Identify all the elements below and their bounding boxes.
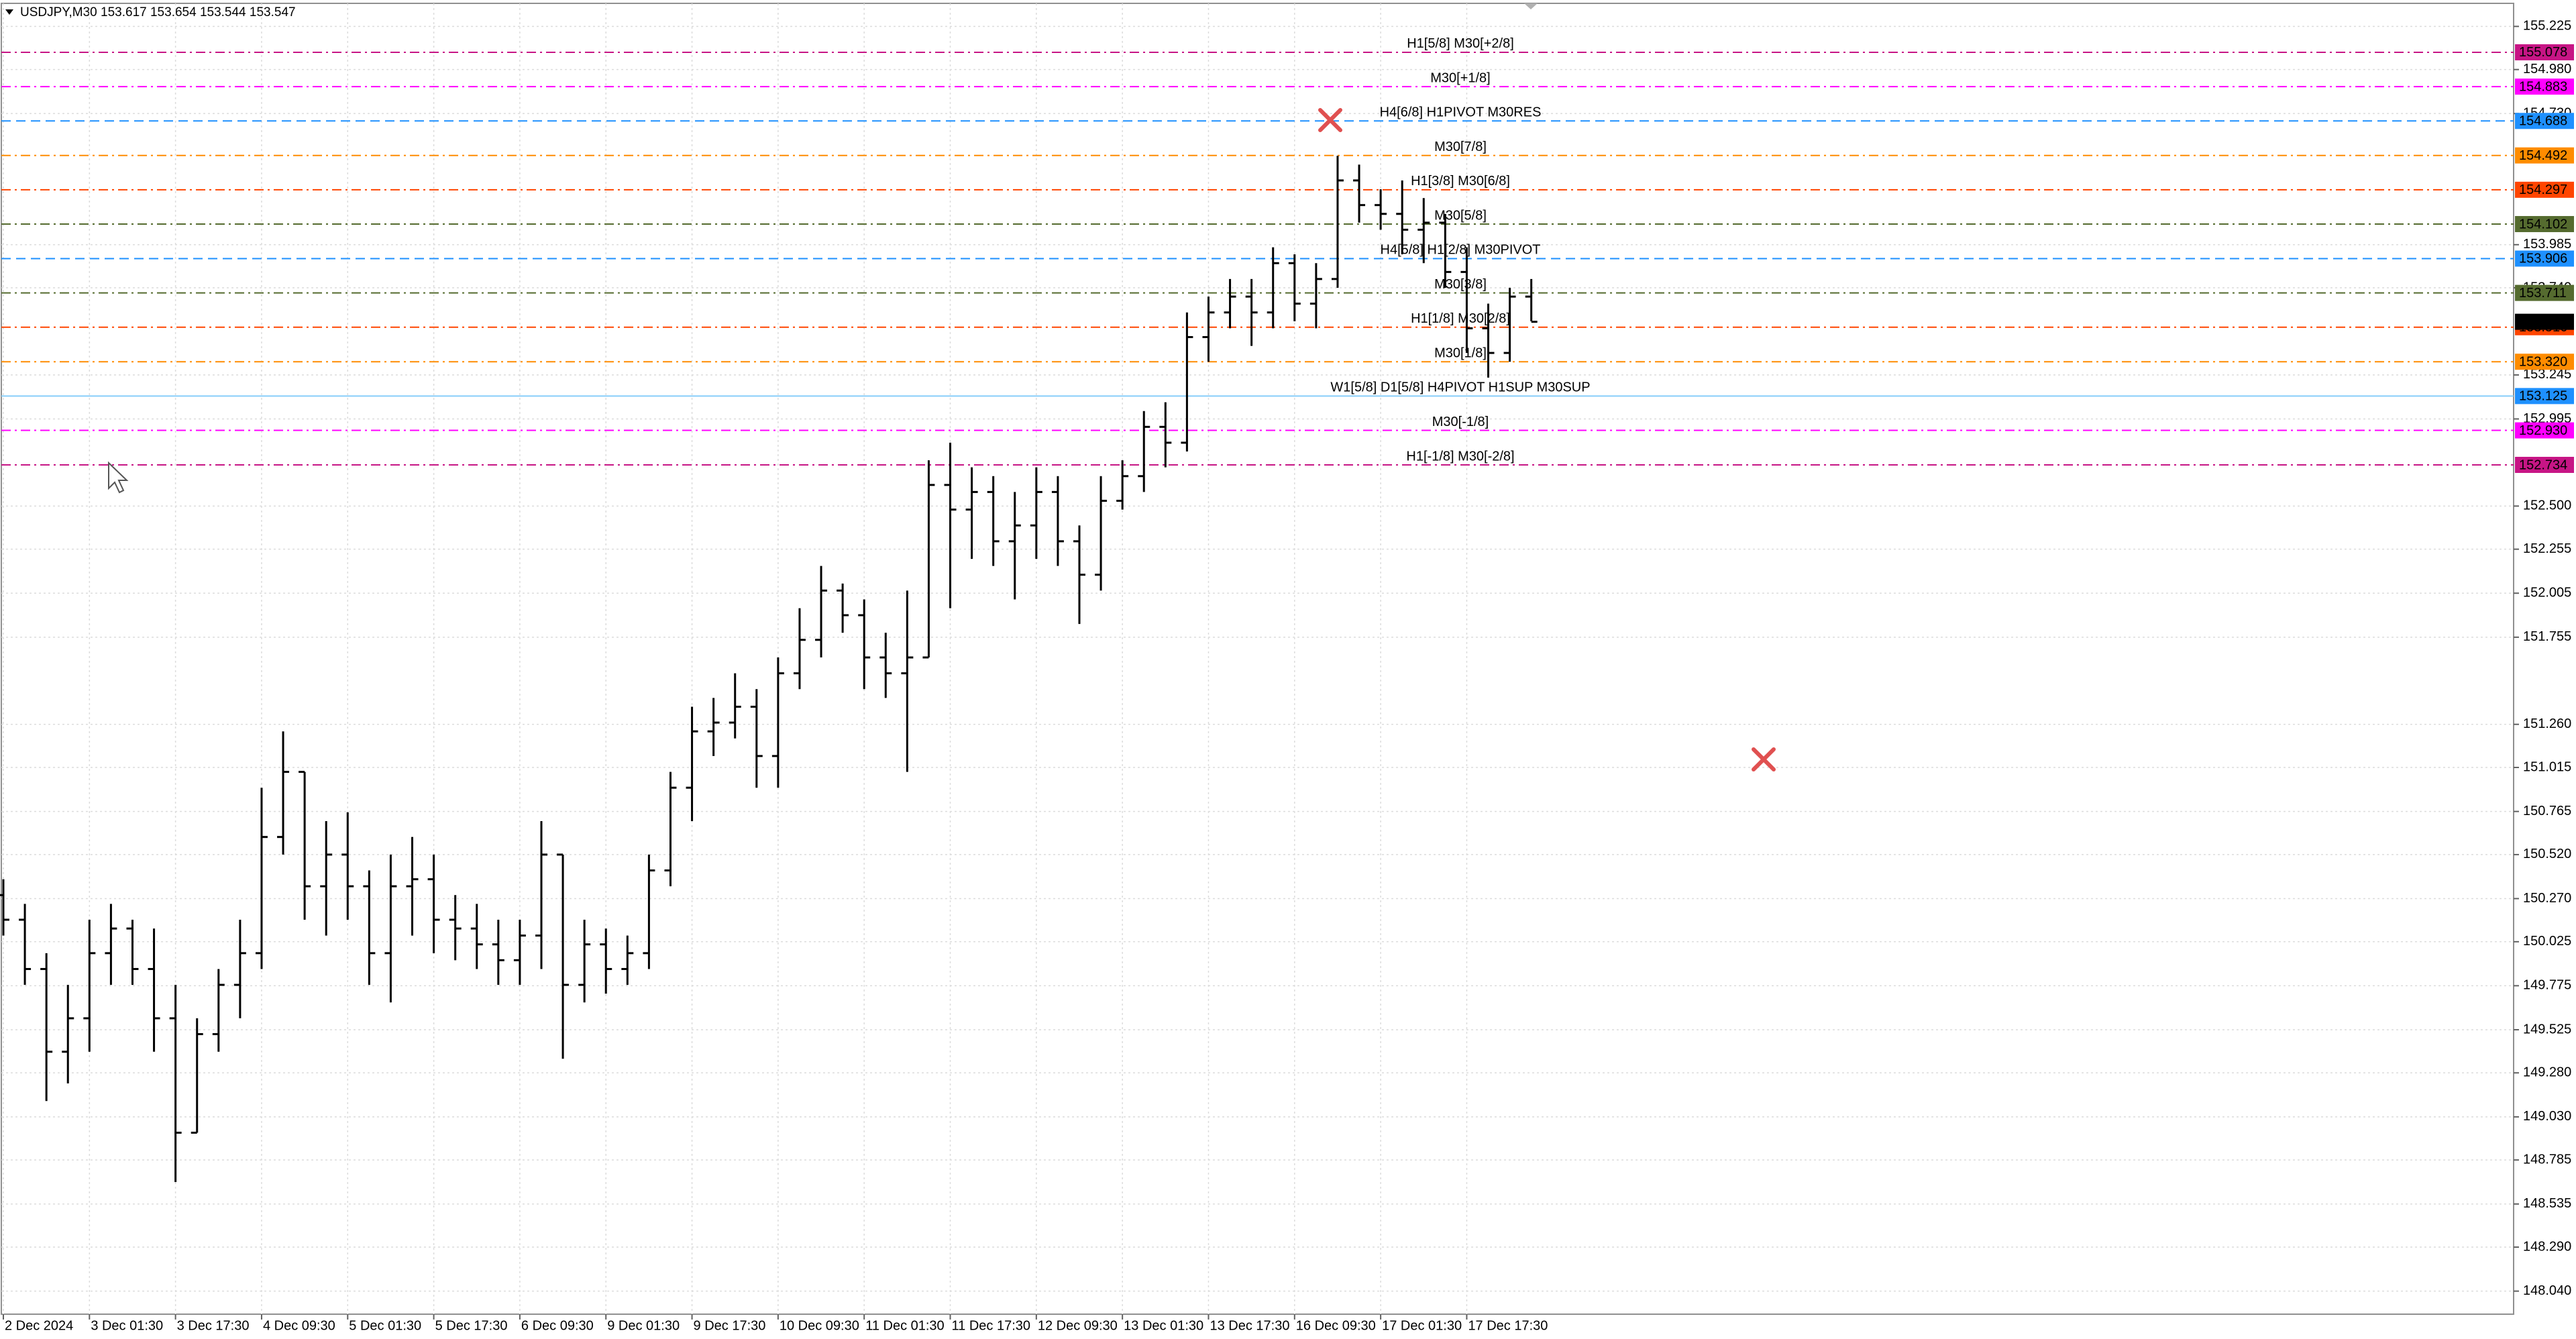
x-tick-label: 10 Dec 09:30 <box>780 1318 859 1333</box>
y-tick-label: 148.040 <box>2523 1283 2571 1298</box>
shift-marker[interactable] <box>1524 3 1538 9</box>
level-label: H1[1/8] M30[2/8] <box>1411 311 1510 326</box>
grid <box>1 3 2514 1314</box>
price-box <box>2515 181 2574 198</box>
y-tick-label: 155.225 <box>2523 19 2571 34</box>
current-price-box <box>2515 313 2574 330</box>
price-box-label: 154.883 <box>2519 79 2567 94</box>
price-box <box>2515 44 2574 60</box>
y-tick-label: 152.255 <box>2523 541 2571 556</box>
price-box-label: 152.930 <box>2519 423 2567 438</box>
plot-frame <box>1 3 2514 1315</box>
x-tick-label: 6 Dec 09:30 <box>521 1318 594 1333</box>
price-box-label: 153.906 <box>2519 252 2567 266</box>
x-tick-label: 11 Dec 17:30 <box>952 1318 1031 1333</box>
menu-triangle[interactable] <box>5 9 13 15</box>
level-label: W1[5/8] D1[5/8] H4PIVOT H1SUP M30SUP <box>1330 380 1590 395</box>
level-label: H1[5/8] M30[+2/8] <box>1407 36 1514 51</box>
price-box-label: 154.297 <box>2519 182 2567 197</box>
chart-title: USDJPY,M30 153.617 153.654 153.544 153.5… <box>20 5 296 19</box>
y-tick-label: 154.980 <box>2523 62 2571 76</box>
x-tick-label: 11 Dec 01:30 <box>865 1318 945 1333</box>
price-box <box>2515 147 2574 164</box>
level-label: H4[6/8] H1PIVOT M30RES <box>1380 105 1542 120</box>
y-tick-label: 151.260 <box>2523 716 2571 731</box>
y-tick-label: 148.785 <box>2523 1152 2571 1167</box>
y-tick-label: 149.525 <box>2523 1022 2571 1036</box>
price-box <box>2515 216 2574 233</box>
level-label: H1[3/8] M30[6/8] <box>1411 174 1510 189</box>
y-tick-label: 150.765 <box>2523 804 2571 818</box>
price-box-label: 152.734 <box>2519 458 2567 472</box>
y-tick-label: 149.030 <box>2523 1109 2571 1124</box>
y-tick-label: 152.500 <box>2523 498 2571 513</box>
y-tick-label: 150.025 <box>2523 934 2571 949</box>
bars <box>0 156 1538 1182</box>
x-tick-label: 13 Dec 01:30 <box>1124 1318 1203 1333</box>
price-box <box>2515 113 2574 129</box>
price-box <box>2515 284 2574 301</box>
x-tick-label: 3 Dec 17:30 <box>177 1318 250 1333</box>
y-tick-label: 151.015 <box>2523 759 2571 774</box>
delete-marker[interactable] <box>1318 108 1776 771</box>
x-tick-label: 5 Dec 01:30 <box>349 1318 421 1333</box>
x-tick-label: 9 Dec 17:30 <box>694 1318 766 1333</box>
y-tick-label: 148.290 <box>2523 1239 2571 1254</box>
price-box <box>2515 78 2574 95</box>
x-tick-label: 12 Dec 09:30 <box>1038 1318 1118 1333</box>
y-tick-label: 150.520 <box>2523 847 2571 861</box>
current-price-label: 153.547 <box>2519 315 2567 329</box>
y-tick-label: 149.280 <box>2523 1065 2571 1080</box>
level-label: M30[+1/8] <box>1430 70 1491 85</box>
level-label: M30[-1/8] <box>1432 415 1489 429</box>
x-tick-label: 13 Dec 17:30 <box>1210 1318 1289 1333</box>
price-box-label: 153.711 <box>2519 286 2567 301</box>
y-tick-label: 150.270 <box>2523 891 2571 906</box>
x-tick-label: 17 Dec 17:30 <box>1468 1318 1548 1333</box>
price-box <box>2515 422 2574 439</box>
level-label: M30[1/8] <box>1434 346 1487 361</box>
y-tick-label: 149.775 <box>2523 978 2571 993</box>
price-box <box>2515 250 2574 267</box>
price-box-label: 153.125 <box>2519 389 2567 404</box>
price-box-label: 155.078 <box>2519 45 2567 60</box>
y-tick-label: 153.245 <box>2523 367 2571 382</box>
x-tick-label: 4 Dec 09:30 <box>263 1318 335 1333</box>
level-label: M30[3/8] <box>1434 277 1487 292</box>
level-label: M30[7/8] <box>1434 140 1487 154</box>
price-box <box>2515 388 2574 405</box>
level-label: H1[-1/8] M30[-2/8] <box>1406 449 1514 464</box>
levels: H1[5/8] M30[+2/8] M30[+1/8] H4[6/8] H1PIVO… <box>1 36 2514 466</box>
x-tick-label: 3 Dec 01:30 <box>91 1318 163 1333</box>
x-tick-label: 5 Dec 17:30 <box>435 1318 508 1333</box>
price-box-label: 154.102 <box>2519 217 2567 231</box>
price-box-label: 154.492 <box>2519 148 2567 163</box>
y-tick-label: 148.535 <box>2523 1196 2571 1211</box>
price-box <box>2515 354 2574 370</box>
marker-stroke <box>1752 747 1776 771</box>
y-tick-label: 153.985 <box>2523 237 2571 252</box>
level-label: M30[5/8] <box>1434 208 1487 223</box>
y-tick-label: 152.995 <box>2523 411 2571 426</box>
y-tick-label: 151.755 <box>2523 629 2571 644</box>
price-box-label: 154.688 <box>2519 114 2567 129</box>
marker-stroke <box>1318 108 1342 132</box>
x-tick-label: 17 Dec 01:30 <box>1382 1318 1462 1333</box>
y-tick-label: 152.005 <box>2523 586 2571 600</box>
price-box <box>2515 456 2574 473</box>
price-box-label: 153.320 <box>2519 355 2567 370</box>
axis: 155.225154.980154.730153.985153.740153.2… <box>3 19 2574 1333</box>
level-label: H4[5/8] H1[2/8] M30PIVOT <box>1381 243 1541 258</box>
x-tick-label: 9 Dec 01:30 <box>607 1318 680 1333</box>
mouse-cursor <box>108 461 129 494</box>
x-tick-label: 16 Dec 09:30 <box>1296 1318 1376 1333</box>
x-tick-label: 2 Dec 2024 <box>5 1318 73 1333</box>
